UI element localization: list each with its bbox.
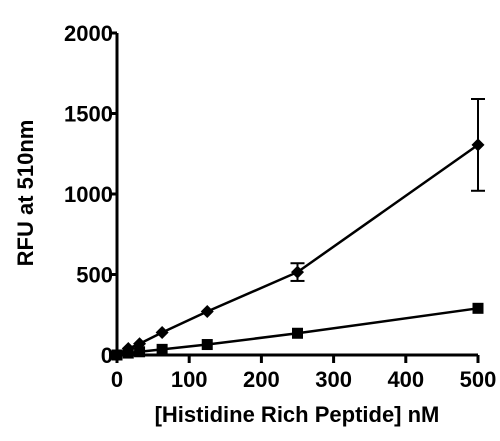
y-tick-label: 0 (101, 343, 113, 368)
data-point-diamond (471, 138, 485, 152)
x-tick-label: 200 (243, 367, 280, 392)
y-tick-label: 1000 (64, 182, 113, 207)
data-point-diamond (155, 325, 169, 339)
series-layer (110, 98, 485, 362)
data-point-square (122, 347, 134, 359)
x-tick-label: 300 (315, 367, 352, 392)
y-tick-label: 1500 (64, 102, 113, 127)
data-point-diamond (200, 305, 214, 319)
x-tick-label: 400 (387, 367, 424, 392)
y-axis-label: RFU at 510nm (13, 120, 38, 267)
x-axis-label: [Histidine Rich Peptide] nM (155, 402, 440, 427)
data-point-square (292, 327, 303, 339)
x-tick-label: 100 (171, 367, 208, 392)
data-point-square (134, 346, 146, 358)
x-tick-label: 0 (111, 367, 123, 392)
y-tick-label: 2000 (64, 21, 113, 46)
x-tick-label: 500 (460, 367, 497, 392)
series-diamond (110, 98, 485, 362)
data-point-square (111, 349, 123, 361)
data-point-square (156, 343, 168, 355)
y-tick-label: 500 (76, 263, 113, 288)
data-point-square (472, 302, 484, 314)
series-square (111, 302, 484, 361)
data-point-diamond (291, 265, 304, 279)
axes: 0 500 1000 1500 2000 0 100 200 300 400 500 (64, 21, 496, 392)
series-line (116, 143, 479, 357)
data-point-square (201, 339, 213, 351)
